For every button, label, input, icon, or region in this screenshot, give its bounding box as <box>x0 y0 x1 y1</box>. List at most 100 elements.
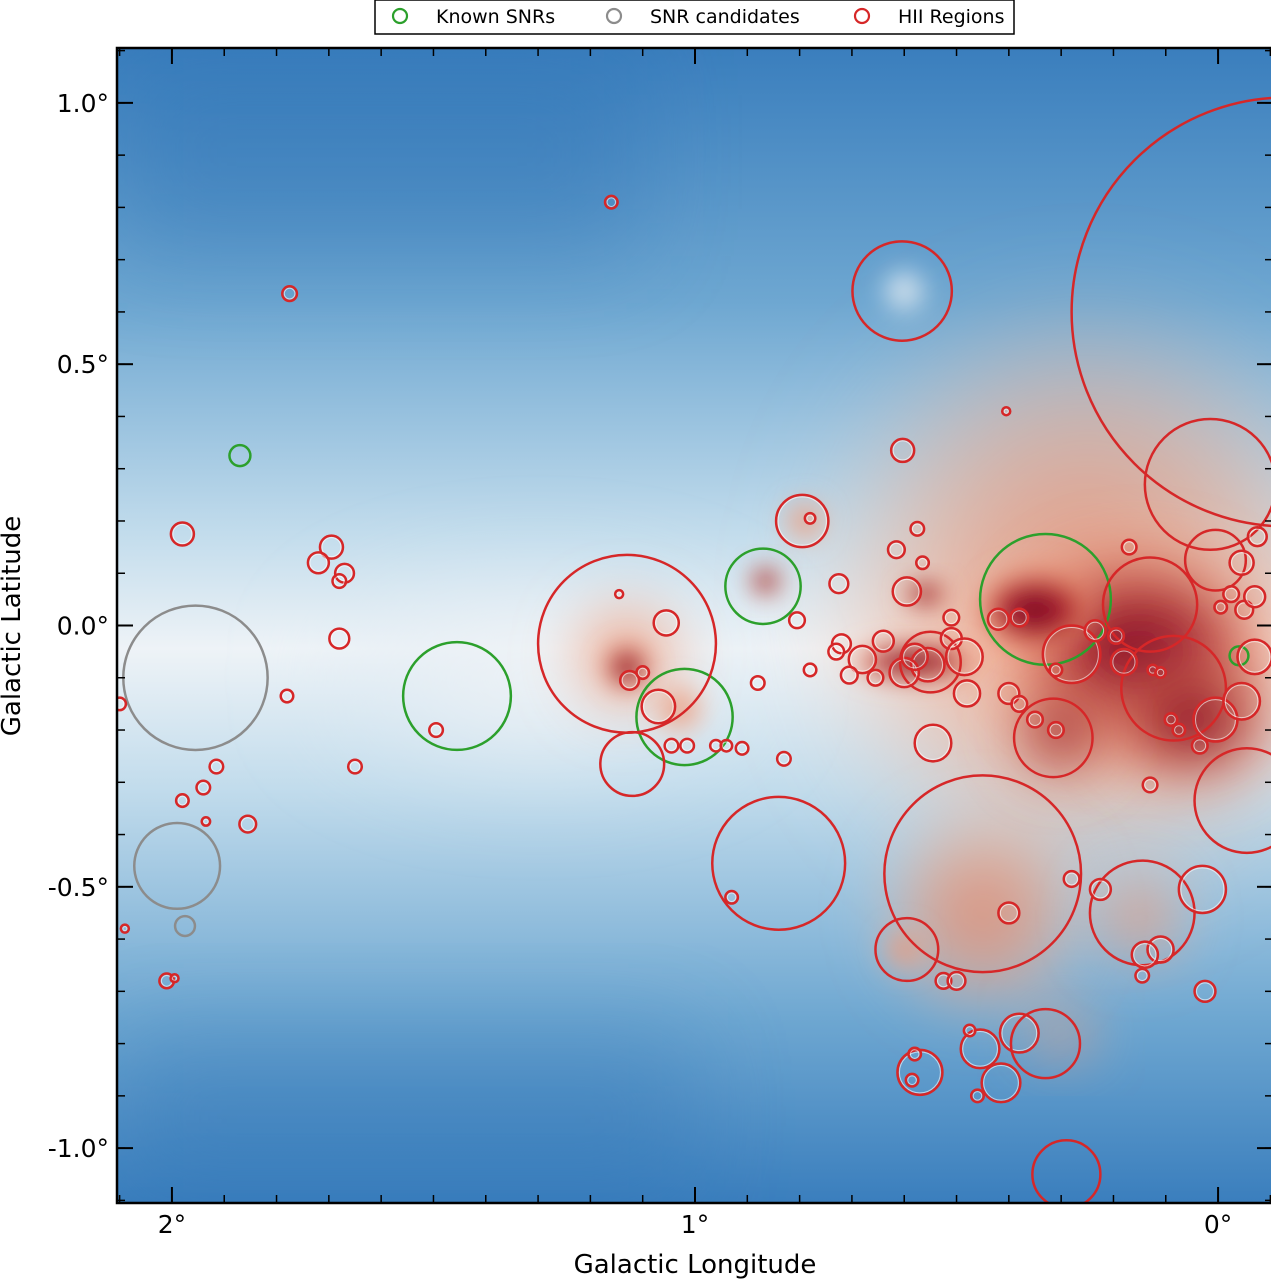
hii-regions-marker-inner <box>907 1075 917 1085</box>
hii-regions-marker <box>1242 585 1267 609</box>
hii-regions-marker <box>900 642 930 672</box>
hii-regions-marker-inner <box>334 575 345 587</box>
hii-regions-marker <box>318 534 345 560</box>
hii-regions-marker <box>1130 940 1160 970</box>
hii-regions-marker <box>886 540 907 560</box>
hii-regions-marker-inner <box>1133 943 1157 967</box>
hii-regions-marker <box>998 1012 1040 1054</box>
hii-regions-marker-inner <box>122 926 128 932</box>
hii-regions-marker <box>959 1028 1001 1070</box>
hii-regions-marker-inner <box>909 1049 920 1059</box>
hii-regions-marker-inner <box>1180 867 1225 912</box>
hii-regions-marker <box>847 644 878 675</box>
hii-regions-marker <box>1228 549 1255 577</box>
hii-regions-marker-inner <box>198 782 209 793</box>
hii-regions-marker-inner <box>889 542 904 557</box>
hii-regions-marker-inner <box>912 523 923 535</box>
hii-regions-marker-inner <box>309 553 328 572</box>
hii-regions-marker-inner <box>1196 982 1214 1001</box>
hii-regions-marker <box>909 520 926 537</box>
hii-regions-marker <box>238 814 258 834</box>
hii-regions-marker-inner <box>842 668 857 683</box>
hii-regions-marker-inner <box>621 672 638 689</box>
hii-regions-marker-inner <box>1003 408 1009 414</box>
hii-regions-marker <box>775 750 792 767</box>
x-tick-label: 1° <box>681 1210 709 1239</box>
hii-regions-marker <box>1120 538 1138 556</box>
hii-regions-marker-inner <box>1012 697 1026 711</box>
legend-entry: Known SNRs <box>391 6 555 28</box>
hii-regions-marker <box>158 972 176 990</box>
hii-regions-marker-inner <box>349 761 361 772</box>
hii-regions-marker-inner <box>947 640 982 674</box>
hii-regions-marker <box>428 721 445 739</box>
hii-regions-marker <box>1048 662 1064 678</box>
hii-regions-marker <box>874 916 940 983</box>
hii-regions-marker-inner <box>1086 621 1105 640</box>
hii-regions-marker <box>980 1062 1022 1104</box>
hii-regions-marker <box>281 285 299 303</box>
hii-regions-marker <box>997 901 1021 925</box>
hii-regions-marker <box>904 1072 920 1088</box>
hii-regions-marker-inner <box>203 818 209 825</box>
legend-entry: HII Regions <box>853 6 1004 28</box>
hii-regions-marker-inner <box>1144 779 1156 791</box>
hii-regions-marker <box>839 665 859 685</box>
hii-regions-marker-inner <box>944 611 958 625</box>
hii-regions-marker-inner <box>282 691 292 701</box>
hii-regions-marker <box>1012 697 1094 779</box>
hii-regions-marker <box>866 668 885 687</box>
hii-regions-marker <box>279 688 295 704</box>
hii-regions-marker-inner <box>805 665 815 675</box>
hii-regions-marker <box>195 779 212 796</box>
hii-regions-marker <box>802 662 818 678</box>
hii-regions-marker <box>652 609 681 637</box>
hii-regions-marker-inner <box>1231 552 1253 574</box>
hii-regions-marker <box>997 681 1021 706</box>
known-snrs-marker <box>401 640 513 752</box>
legend-box <box>374 0 1015 35</box>
legend-marker <box>605 7 623 25</box>
hii-regions-marker <box>952 679 982 708</box>
hii-regions-marker <box>1000 405 1012 417</box>
hii-regions-marker-inner <box>172 975 178 981</box>
hii-regions-marker-inner <box>616 591 622 597</box>
hii-regions-marker-inner <box>1011 610 1027 626</box>
hii-regions-marker-inner <box>965 1026 974 1035</box>
hii-regions-marker-inner <box>892 440 913 461</box>
hii-regions-marker <box>719 738 734 753</box>
hii-regions-marker <box>1046 720 1066 740</box>
hii-regions-marker-inner <box>806 514 814 523</box>
hii-regions-marker <box>946 970 967 992</box>
hii-regions-marker <box>1041 624 1102 685</box>
snr-candidates-marker <box>173 914 197 938</box>
y-tick-label: -0.5° <box>48 873 109 902</box>
x-tick-label: 2° <box>158 1210 186 1239</box>
hii-regions-marker-inner <box>778 753 790 765</box>
hii-regions-marker <box>1154 666 1168 680</box>
hii-regions-marker <box>934 971 953 990</box>
hii-regions-marker <box>1134 967 1151 984</box>
hii-regions-marker <box>962 1023 977 1038</box>
y-tick-label: 1.0° <box>57 89 109 118</box>
hii-regions-marker <box>913 723 953 763</box>
hii-regions-marker <box>174 793 190 809</box>
known-snrs-marker <box>228 443 252 468</box>
hii-regions-marker <box>599 730 666 798</box>
hii-regions-marker <box>734 740 750 756</box>
hii-regions-marker <box>1171 722 1187 738</box>
hii-regions-marker-inner <box>869 671 882 685</box>
hii-regions-marker <box>909 646 946 683</box>
hii-regions-marker <box>1236 638 1271 676</box>
hii-regions-marker-inner <box>1123 541 1135 553</box>
hii-regions-marker-inner <box>1174 725 1184 735</box>
hii-regions-marker-inner <box>830 575 847 592</box>
hii-regions-marker-inner <box>790 613 804 627</box>
x-axis-label: Galactic Longitude <box>574 1250 817 1279</box>
hii-regions-marker <box>635 665 651 681</box>
region-markers <box>117 96 1271 1203</box>
hii-regions-marker <box>915 555 931 571</box>
hii-regions-marker-inner <box>983 1064 1019 1101</box>
hii-regions-marker <box>907 1046 923 1062</box>
emission-background <box>117 48 1271 1203</box>
